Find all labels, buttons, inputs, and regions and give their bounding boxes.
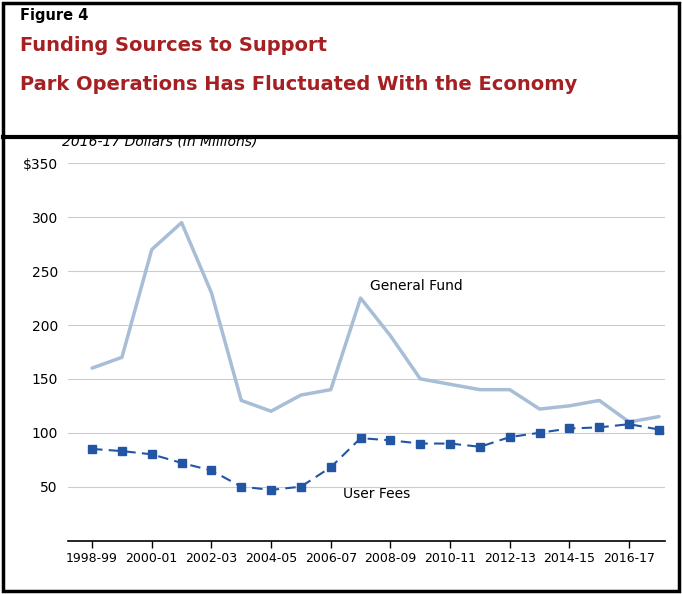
Text: Figure 4: Figure 4	[20, 8, 89, 23]
Text: 2016-17 Dollars (In Millions): 2016-17 Dollars (In Millions)	[62, 134, 258, 148]
Text: Funding Sources to Support: Funding Sources to Support	[20, 36, 327, 55]
Text: Park Operations Has Fluctuated With the Economy: Park Operations Has Fluctuated With the …	[20, 75, 578, 94]
Text: User Fees: User Fees	[342, 486, 410, 501]
Text: General Fund: General Fund	[370, 279, 462, 293]
